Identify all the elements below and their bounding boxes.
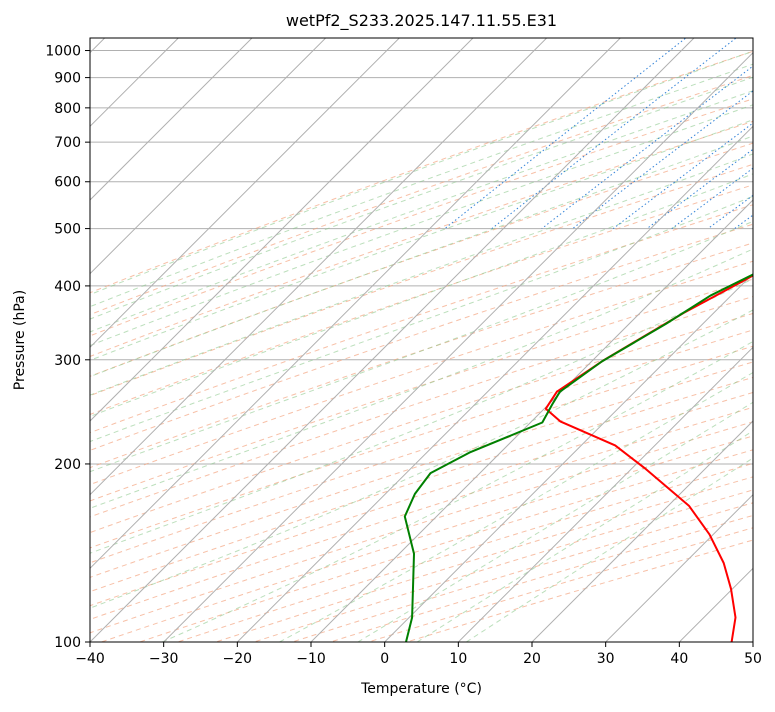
y-axis-label: Pressure (hPa) [12, 290, 28, 390]
moist-adiabat-line [161, 340, 753, 642]
dry-adiabat-line [90, 391, 753, 607]
dewpoint-profile-line [403, 273, 753, 642]
dry-adiabat-line [90, 163, 753, 397]
mixing-ratio-line [612, 122, 753, 229]
y-tick-label: 900 [54, 71, 81, 87]
mixing-ratio-lines [444, 38, 753, 230]
mixing-ratio-line [671, 167, 753, 229]
isotherm-line [90, 38, 695, 642]
dry-adiabat-line [366, 527, 753, 642]
x-tick-label: 10 [449, 651, 467, 667]
isotherm-line [162, 51, 753, 642]
moist-adiabat-line [90, 220, 753, 473]
moist-adiabat-line [90, 119, 753, 361]
dry-adiabat-line [90, 345, 753, 564]
dry-adiabat-line [90, 142, 753, 377]
y-tick-label: 600 [54, 175, 81, 191]
isotherm-line [90, 38, 548, 496]
moist-adiabat-line [90, 153, 753, 396]
y-tick-label: 500 [54, 222, 81, 238]
x-axis-label: Temperature (°C) [360, 681, 482, 697]
y-tick-label: 400 [54, 279, 81, 295]
dry-adiabat-line [90, 204, 753, 434]
series-lines [403, 273, 753, 642]
isotherm-line [90, 38, 622, 570]
chart-title: wetPf2_S233.2025.147.11.55.E31 [286, 11, 557, 31]
y-tick-label: 100 [54, 635, 81, 651]
mixing-ratio-line [444, 38, 687, 229]
y-tick-label: 200 [54, 457, 81, 473]
moist-adiabats [90, 50, 753, 642]
isotherm-line [90, 38, 327, 275]
x-tick-label: −20 [223, 651, 253, 667]
isotherm-line [383, 272, 753, 642]
y-tick-label: 300 [54, 353, 81, 369]
isotherm-line [310, 199, 753, 642]
x-tick-label: −30 [149, 651, 179, 667]
x-axis: −40 −30 −20 −10 0 10 20 30 40 50 [75, 642, 762, 667]
mixing-ratio-line [491, 38, 737, 229]
moist-adiabat-line [90, 90, 753, 333]
isotherm-line [90, 38, 401, 349]
dry-adiabat-line [328, 514, 753, 642]
dry-adiabat-line [214, 476, 753, 642]
isotherm-line [604, 493, 753, 642]
isotherm-line [90, 38, 474, 422]
isotherm-line [531, 420, 753, 642]
x-tick-label: 0 [380, 651, 389, 667]
mixing-ratio-line [541, 65, 753, 229]
moist-adiabat-line [90, 173, 753, 417]
dry-adiabat-line [90, 278, 753, 502]
x-tick-label: 20 [523, 651, 541, 667]
moist-adiabat-line [90, 278, 753, 554]
dry-adiabat-line [90, 361, 753, 578]
isobar-grid [90, 50, 753, 642]
dry-adiabat-line [90, 406, 753, 620]
dry-adiabat-line [90, 295, 753, 518]
isotherm-line [90, 38, 253, 201]
plot-area [90, 38, 753, 642]
plot-background [90, 38, 753, 642]
x-tick-label: −10 [296, 651, 326, 667]
plot-frame [89, 37, 754, 643]
dry-adiabat-line [90, 329, 753, 549]
y-tick-label: 800 [54, 101, 81, 117]
y-tick-label: 1000 [45, 44, 81, 60]
x-tick-label: 50 [744, 651, 762, 667]
moist-adiabat-line [90, 76, 753, 320]
moist-adiabat-line [90, 63, 753, 308]
moist-adiabat-line [90, 50, 753, 296]
y-tick-label: 700 [54, 135, 81, 151]
x-tick-label: −40 [75, 651, 105, 667]
isotherm-line [236, 125, 753, 642]
dry-adiabat-line [99, 435, 753, 642]
y-axis: 100 200 300 400 500 600 700 800 900 1000 [45, 44, 90, 651]
x-tick-label: 30 [597, 651, 615, 667]
x-tick-label: 40 [670, 651, 688, 667]
